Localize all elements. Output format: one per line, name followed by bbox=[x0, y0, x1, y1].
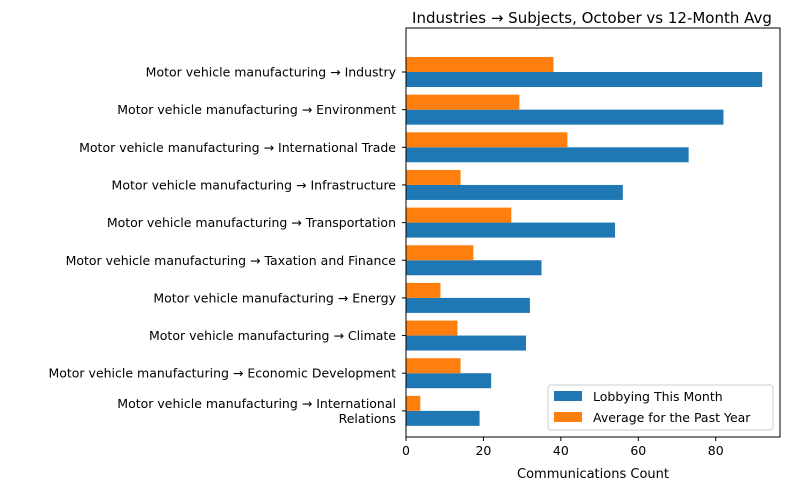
chart-title: Industries → Subjects, October vs 12-Mon… bbox=[412, 9, 772, 27]
x-axis-label: Communications Count bbox=[517, 467, 669, 482]
x-tick-label: 60 bbox=[630, 443, 646, 458]
bar-past-year-average bbox=[406, 395, 421, 411]
legend: Lobbying This Month Average for the Past … bbox=[547, 384, 774, 431]
bar-past-year-average bbox=[406, 94, 520, 110]
y-tick-label: Motor vehicle manufacturing → Climate bbox=[149, 328, 396, 343]
bar-this-month bbox=[406, 335, 527, 351]
x-tick-label: 40 bbox=[553, 443, 569, 458]
y-tick-label: Motor vehicle manufacturing → Industry bbox=[146, 65, 397, 80]
bar-this-month bbox=[406, 109, 724, 125]
y-tick-label: Motor vehicle manufacturing → Energy bbox=[153, 290, 396, 305]
y-tick-label: Motor vehicle manufacturing → Internatio… bbox=[117, 396, 396, 426]
legend-label: Lobbying This Month bbox=[593, 389, 723, 404]
bar-past-year-average bbox=[406, 132, 568, 148]
bar-past-year-average bbox=[406, 207, 512, 223]
bar-past-year-average bbox=[406, 358, 461, 374]
y-tick-label: Motor vehicle manufacturing → Internatio… bbox=[79, 140, 396, 155]
bar-past-year-average bbox=[406, 320, 458, 336]
x-tick-label: 0 bbox=[402, 443, 410, 458]
y-tick-label: Motor vehicle manufacturing → Infrastruc… bbox=[112, 177, 397, 192]
y-tick-label: Motor vehicle manufacturing → Transporta… bbox=[107, 215, 396, 230]
y-tick-label: Motor vehicle manufacturing → Taxation a… bbox=[66, 253, 397, 268]
bar-past-year-average bbox=[406, 169, 461, 185]
legend-swatch bbox=[554, 412, 582, 422]
x-tick-label: 80 bbox=[708, 443, 724, 458]
y-tick-label: Motor vehicle manufacturing → Environmen… bbox=[117, 102, 396, 117]
bar-this-month bbox=[406, 222, 616, 238]
x-tick-label: 20 bbox=[475, 443, 491, 458]
legend-swatch bbox=[554, 391, 582, 401]
bar-this-month bbox=[406, 72, 763, 87]
legend-box bbox=[547, 384, 774, 431]
legend-label: Average for the Past Year bbox=[593, 410, 751, 425]
bar-this-month bbox=[406, 147, 689, 163]
bar-this-month bbox=[406, 184, 623, 200]
bar-past-year-average bbox=[406, 245, 474, 261]
bar-this-month bbox=[406, 373, 492, 389]
bar-past-year-average bbox=[406, 57, 554, 72]
bar-this-month bbox=[406, 260, 542, 276]
bar-this-month bbox=[406, 297, 530, 313]
axes-frame bbox=[405, 27, 781, 438]
bar-past-year-average bbox=[406, 282, 441, 298]
bar-this-month bbox=[406, 410, 480, 426]
y-tick-label: Motor vehicle manufacturing → Economic D… bbox=[48, 366, 396, 381]
